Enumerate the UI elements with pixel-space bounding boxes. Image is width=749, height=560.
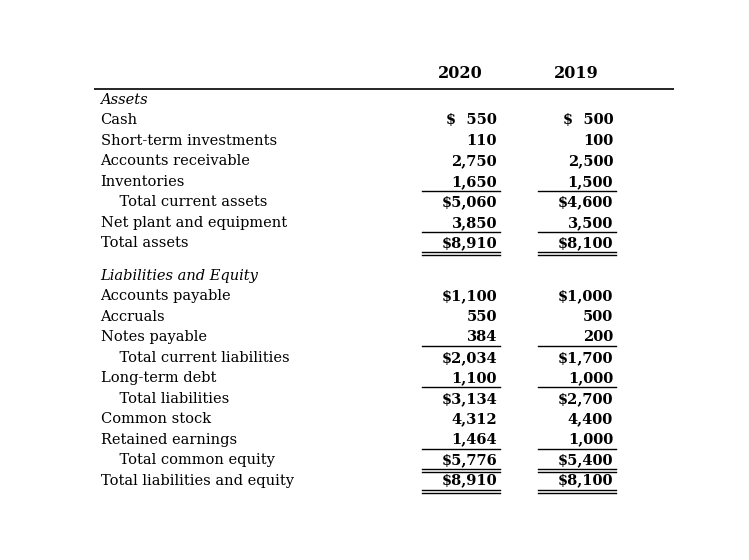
Text: 2020: 2020 (438, 66, 483, 82)
Text: Inventories: Inventories (100, 175, 185, 189)
Text: Total liabilities: Total liabilities (100, 392, 229, 406)
Text: Total current assets: Total current assets (100, 195, 267, 209)
Text: $  550: $ 550 (446, 114, 497, 128)
Text: 550: 550 (467, 310, 497, 324)
Text: 2019: 2019 (554, 66, 599, 82)
Text: $2,034: $2,034 (441, 351, 497, 365)
Text: Total assets: Total assets (100, 236, 188, 250)
Text: $8,910: $8,910 (441, 236, 497, 250)
Text: 1,464: 1,464 (452, 433, 497, 447)
Text: $5,776: $5,776 (441, 453, 497, 467)
Text: Cash: Cash (100, 114, 138, 128)
Text: $5,060: $5,060 (442, 195, 497, 209)
Text: 3,500: 3,500 (568, 216, 613, 230)
Text: Short-term investments: Short-term investments (100, 134, 276, 148)
Text: $2,700: $2,700 (558, 392, 613, 406)
Text: 1,500: 1,500 (568, 175, 613, 189)
Text: $1,100: $1,100 (441, 290, 497, 304)
Text: Net plant and equipment: Net plant and equipment (100, 216, 287, 230)
Text: Total common equity: Total common equity (100, 453, 274, 467)
Text: $  500: $ 500 (562, 114, 613, 128)
Text: $8,100: $8,100 (558, 474, 613, 488)
Text: Assets: Assets (100, 93, 148, 107)
Text: Liabilities and Equity: Liabilities and Equity (100, 269, 258, 283)
Text: $8,100: $8,100 (558, 236, 613, 250)
Text: 2,500: 2,500 (568, 155, 613, 169)
Text: $1,000: $1,000 (558, 290, 613, 304)
Text: 384: 384 (467, 330, 497, 344)
Text: 4,312: 4,312 (452, 412, 497, 426)
Text: $3,134: $3,134 (441, 392, 497, 406)
Text: 1,000: 1,000 (568, 433, 613, 447)
Text: $5,400: $5,400 (558, 453, 613, 467)
Text: $1,700: $1,700 (558, 351, 613, 365)
Text: 4,400: 4,400 (568, 412, 613, 426)
Text: 1,650: 1,650 (452, 175, 497, 189)
Text: Accounts receivable: Accounts receivable (100, 155, 250, 169)
Text: 1,000: 1,000 (568, 371, 613, 385)
Text: $8,910: $8,910 (441, 474, 497, 488)
Text: $4,600: $4,600 (558, 195, 613, 209)
Text: 500: 500 (583, 310, 613, 324)
Text: Notes payable: Notes payable (100, 330, 207, 344)
Text: 1,100: 1,100 (452, 371, 497, 385)
Text: Accounts payable: Accounts payable (100, 290, 231, 304)
Text: 2,750: 2,750 (452, 155, 497, 169)
Text: 110: 110 (467, 134, 497, 148)
Text: Total liabilities and equity: Total liabilities and equity (100, 474, 294, 488)
Text: Long-term debt: Long-term debt (100, 371, 216, 385)
Text: 200: 200 (583, 330, 613, 344)
Text: Common stock: Common stock (100, 412, 210, 426)
Text: Total current liabilities: Total current liabilities (100, 351, 289, 365)
Text: Retained earnings: Retained earnings (100, 433, 237, 447)
Text: Accruals: Accruals (100, 310, 166, 324)
Text: 100: 100 (583, 134, 613, 148)
Text: 3,850: 3,850 (452, 216, 497, 230)
